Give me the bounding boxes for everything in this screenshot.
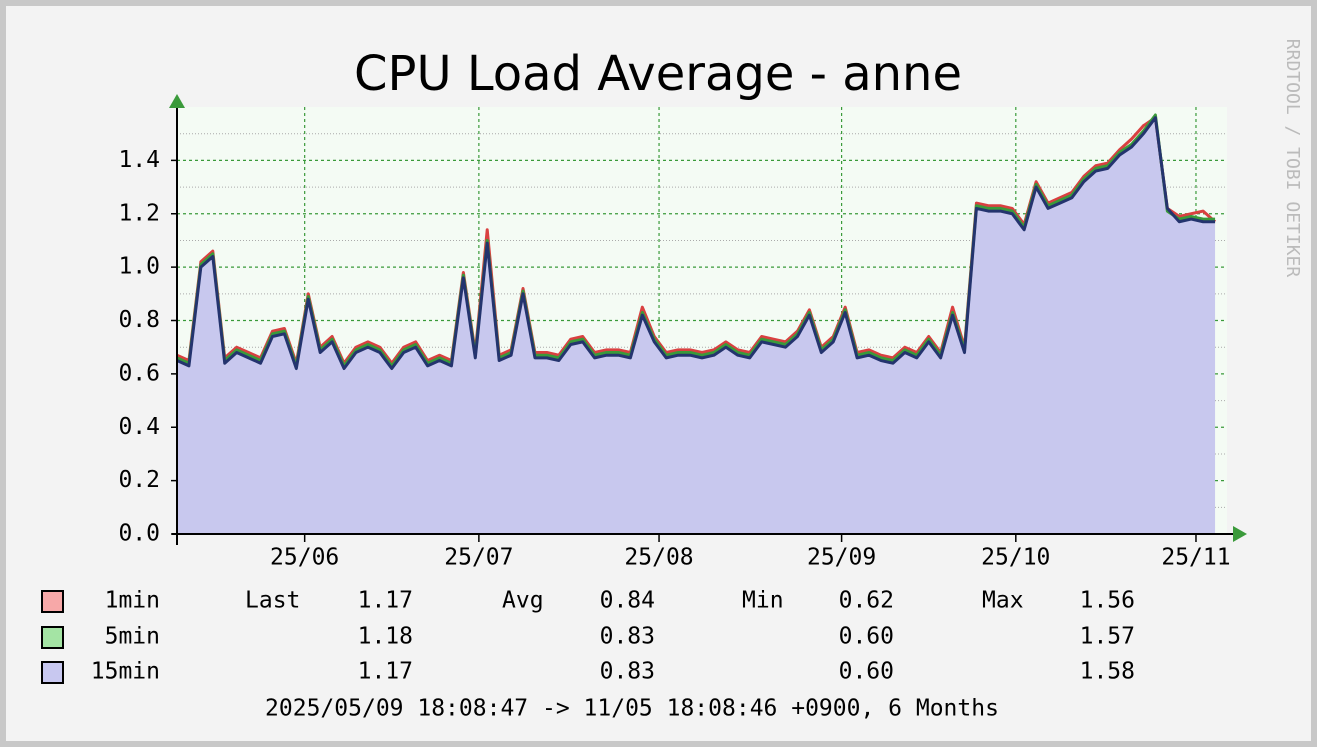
legend-column-header: Min: [742, 588, 784, 614]
legend-swatch: [41, 626, 64, 649]
legend-swatch: [41, 590, 64, 613]
legend-value: 1.57: [1080, 624, 1135, 650]
legend-value: 0.83: [600, 659, 655, 685]
legend-value: 0.60: [839, 624, 894, 650]
legend-label: 15min: [91, 659, 160, 685]
legend-value: 0.62: [839, 588, 894, 614]
legend-label: 5min: [105, 624, 160, 650]
legend-value: 1.18: [358, 624, 413, 650]
legend-column-header: Last: [245, 588, 300, 614]
y-tick-label: 1.4: [118, 147, 160, 173]
x-tick-label: 25/07: [444, 545, 513, 571]
x-tick-label: 25/10: [981, 545, 1050, 571]
watermark: RRDTOOL / TOBI OETIKER: [1282, 39, 1303, 278]
legend-value: 1.56: [1080, 588, 1135, 614]
x-tick-label: 25/06: [270, 545, 339, 571]
y-tick-label: 0.2: [118, 467, 160, 493]
legend-value: 1.17: [358, 659, 413, 685]
y-axis-arrow: [169, 94, 185, 108]
legend-value: 1.58: [1080, 659, 1135, 685]
y-tick-label: 0.0: [118, 521, 160, 547]
legend-column-header: Avg: [502, 588, 544, 614]
legend-value: 0.84: [600, 588, 655, 614]
chart-title: CPU Load Average - anne: [354, 46, 962, 102]
x-tick-label: 25/08: [624, 545, 693, 571]
y-tick-label: 0.8: [118, 307, 160, 333]
legend-label: 1min: [105, 588, 160, 614]
area: [177, 117, 1216, 535]
x-tick-label: 25/09: [807, 545, 876, 571]
y-tick-label: 1.0: [118, 254, 160, 280]
y-tick-label: 1.2: [118, 200, 160, 226]
x-tick-label: 25/11: [1161, 545, 1230, 571]
footer: 2025/05/09 18:08:47 -> 11/05 18:08:46 +0…: [265, 696, 999, 722]
legend-swatch: [41, 661, 64, 684]
y-tick-label: 0.4: [118, 414, 160, 440]
legend-column-header: Max: [982, 588, 1024, 614]
legend-value: 1.17: [358, 588, 413, 614]
y-tick-label: 0.6: [118, 360, 160, 386]
legend-value: 0.60: [839, 659, 894, 685]
line: [176, 116, 1216, 371]
legend-value: 0.83: [600, 624, 655, 650]
x-axis-arrow: [1233, 526, 1247, 542]
